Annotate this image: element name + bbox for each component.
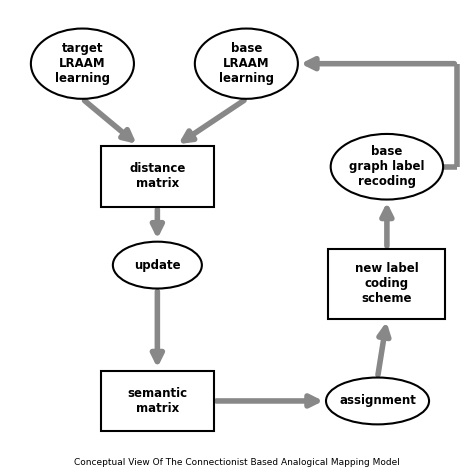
FancyBboxPatch shape xyxy=(101,371,214,431)
FancyBboxPatch shape xyxy=(101,146,214,207)
Ellipse shape xyxy=(31,28,134,99)
Text: base
graph label
recoding: base graph label recoding xyxy=(349,145,425,188)
Text: assignment: assignment xyxy=(339,394,416,408)
Text: base
LRAAM
learning: base LRAAM learning xyxy=(219,42,274,85)
Text: semantic
matrix: semantic matrix xyxy=(128,387,187,415)
Text: Conceptual View Of The Connectionist Based Analogical Mapping Model: Conceptual View Of The Connectionist Bas… xyxy=(74,457,400,466)
Text: target
LRAAM
learning: target LRAAM learning xyxy=(55,42,110,85)
Text: new label
coding
scheme: new label coding scheme xyxy=(355,262,419,305)
Ellipse shape xyxy=(195,28,298,99)
Ellipse shape xyxy=(113,242,202,289)
FancyBboxPatch shape xyxy=(328,249,446,319)
Text: distance
matrix: distance matrix xyxy=(129,162,185,190)
Ellipse shape xyxy=(331,134,443,200)
Ellipse shape xyxy=(326,377,429,424)
Text: update: update xyxy=(134,259,181,272)
